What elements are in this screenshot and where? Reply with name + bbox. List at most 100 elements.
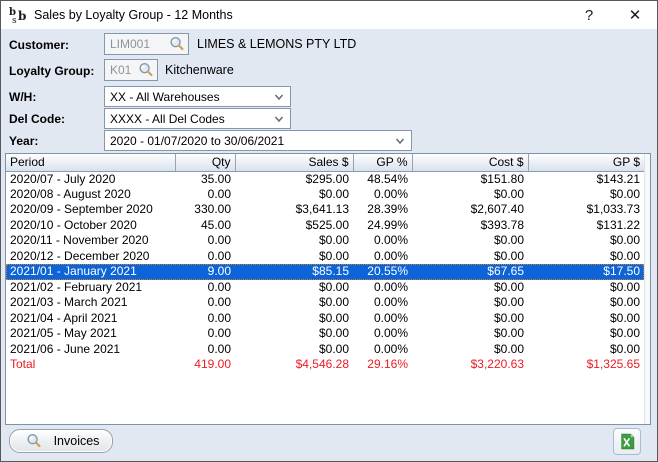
column-header-period[interactable]: Period: [6, 154, 175, 171]
table-row[interactable]: 2021/06 - June 20210.00$0.000.00%$0.00$0…: [6, 342, 644, 358]
cell-period: 2021/04 - April 2021: [6, 311, 175, 327]
cell-sales: $85.15: [235, 264, 353, 280]
loyalty-group-search-icon[interactable]: [138, 62, 154, 78]
cell-sales: $0.00: [235, 233, 353, 249]
chevron-down-icon: [393, 134, 407, 148]
cell-period: 2020/12 - December 2020: [6, 249, 175, 265]
cell-period: 2020/09 - September 2020: [6, 202, 175, 218]
cell-period: 2021/05 - May 2021: [6, 326, 175, 342]
cell-period: 2020/07 - July 2020: [6, 171, 175, 187]
column-header-sales[interactable]: Sales $: [235, 154, 353, 171]
cell-gp_pct: 0.00%: [353, 326, 412, 342]
cell-gp_pct: 28.39%: [353, 202, 412, 218]
warehouse-select[interactable]: XX - All Warehouses: [104, 86, 291, 107]
cell-cost: $0.00: [412, 233, 528, 249]
cell-period: Total: [6, 357, 175, 373]
loyalty-group-name: Kitchenware: [165, 63, 234, 77]
cell-qty: 0.00: [175, 280, 235, 296]
table-row[interactable]: 2021/05 - May 20210.00$0.000.00%$0.00$0.…: [6, 326, 644, 342]
table-row[interactable]: 2020/10 - October 202045.00$525.0024.99%…: [6, 218, 644, 234]
customer-code-input[interactable]: LIM001: [104, 33, 189, 55]
table-row[interactable]: 2021/02 - February 20210.00$0.000.00%$0.…: [6, 280, 644, 296]
loyalty-group-code-input[interactable]: K01: [104, 59, 158, 81]
cell-sales: $0.00: [235, 187, 353, 203]
table-row[interactable]: 2020/12 - December 20200.00$0.000.00%$0.…: [6, 249, 644, 265]
cell-gp: $0.00: [528, 342, 644, 358]
column-header-gp-percent[interactable]: GP %: [353, 154, 412, 171]
excel-export-button[interactable]: [613, 428, 641, 455]
table-row[interactable]: 2020/08 - August 20200.00$0.000.00%$0.00…: [6, 187, 644, 203]
cell-gp_pct: 0.00%: [353, 311, 412, 327]
cell-sales: $0.00: [235, 295, 353, 311]
cell-sales: $0.00: [235, 342, 353, 358]
cell-gp: $17.50: [528, 264, 644, 280]
cell-gp_pct: 0.00%: [353, 280, 412, 296]
column-header-qty[interactable]: Qty: [175, 154, 235, 171]
loyalty-group-code-value: K01: [110, 63, 135, 77]
help-button[interactable]: ?: [569, 1, 609, 29]
cell-qty: 0.00: [175, 187, 235, 203]
cell-gp: $0.00: [528, 326, 644, 342]
cell-cost: $0.00: [412, 342, 528, 358]
cell-period: 2021/06 - June 2021: [6, 342, 175, 358]
cell-gp: $0.00: [528, 233, 644, 249]
customer-search-icon[interactable]: [169, 36, 185, 52]
cell-gp: $0.00: [528, 295, 644, 311]
column-header-cost[interactable]: Cost $: [412, 154, 528, 171]
cell-period: 2021/02 - February 2021: [6, 280, 175, 296]
cell-period: 2020/10 - October 2020: [6, 218, 175, 234]
chevron-down-icon: [272, 112, 286, 126]
cell-qty: 419.00: [175, 357, 235, 373]
year-select[interactable]: 2020 - 01/07/2020 to 30/06/2021: [104, 130, 412, 151]
warehouse-selected-value: XX - All Warehouses: [110, 90, 272, 104]
cell-period: 2020/11 - November 2020: [6, 233, 175, 249]
cell-sales: $295.00: [235, 171, 353, 187]
cell-gp: $0.00: [528, 187, 644, 203]
table-header-row: Period Qty Sales $ GP % Cost $ GP $: [6, 154, 644, 171]
cell-period: 2021/03 - March 2021: [6, 295, 175, 311]
cell-qty: 0.00: [175, 249, 235, 265]
table-body: 2020/07 - July 202035.00$295.0048.54%$15…: [6, 171, 644, 373]
svg-text:s: s: [12, 16, 17, 25]
chevron-down-icon: [272, 90, 286, 104]
cell-cost: $67.65: [412, 264, 528, 280]
cell-sales: $0.00: [235, 311, 353, 327]
dialog-window: b s b Sales by Loyalty Group - 12 Months…: [0, 0, 658, 462]
cell-gp: $143.21: [528, 171, 644, 187]
cell-gp_pct: 0.00%: [353, 187, 412, 203]
table-scrollbar[interactable]: [644, 154, 650, 424]
cell-gp_pct: 0.00%: [353, 295, 412, 311]
del-code-label: Del Code:: [9, 112, 65, 126]
table-row[interactable]: 2021/01 - January 20219.00$85.1520.55%$6…: [6, 264, 644, 280]
customer-name: LIMES & LEMONS PTY LTD: [197, 37, 356, 51]
table-row[interactable]: 2020/09 - September 2020330.00$3,641.132…: [6, 202, 644, 218]
cell-gp_pct: 0.00%: [353, 249, 412, 265]
table-row[interactable]: 2020/11 - November 20200.00$0.000.00%$0.…: [6, 233, 644, 249]
column-header-gp-dollars[interactable]: GP $: [528, 154, 644, 171]
cell-sales: $4,546.28: [235, 357, 353, 373]
cell-gp_pct: 24.99%: [353, 218, 412, 234]
close-button[interactable]: ✕: [615, 1, 655, 29]
cell-gp: $0.00: [528, 311, 644, 327]
sales-table-container: Period Qty Sales $ GP % Cost $ GP $ 2020…: [5, 153, 651, 425]
title-bar: b s b Sales by Loyalty Group - 12 Months…: [1, 1, 657, 29]
table-row[interactable]: 2021/04 - April 20210.00$0.000.00%$0.00$…: [6, 311, 644, 327]
sales-table: Period Qty Sales $ GP % Cost $ GP $ 2020…: [6, 154, 644, 373]
cell-cost: $0.00: [412, 295, 528, 311]
del-code-select[interactable]: XXXX - All Del Codes: [104, 108, 291, 129]
warehouse-label: W/H:: [9, 90, 36, 104]
cell-qty: 9.00: [175, 264, 235, 280]
table-row[interactable]: 2021/03 - March 20210.00$0.000.00%$0.00$…: [6, 295, 644, 311]
cell-sales: $0.00: [235, 249, 353, 265]
customer-label: Customer:: [9, 38, 69, 52]
cell-qty: 0.00: [175, 233, 235, 249]
cell-qty: 0.00: [175, 295, 235, 311]
table-row[interactable]: 2020/07 - July 202035.00$295.0048.54%$15…: [6, 171, 644, 187]
window-title: Sales by Loyalty Group - 12 Months: [34, 8, 233, 22]
cell-qty: 0.00: [175, 326, 235, 342]
cell-period: 2021/01 - January 2021: [6, 264, 175, 280]
invoices-button[interactable]: Invoices: [9, 429, 113, 453]
loyalty-group-label: Loyalty Group:: [9, 64, 94, 78]
cell-gp: $0.00: [528, 249, 644, 265]
cell-qty: 330.00: [175, 202, 235, 218]
